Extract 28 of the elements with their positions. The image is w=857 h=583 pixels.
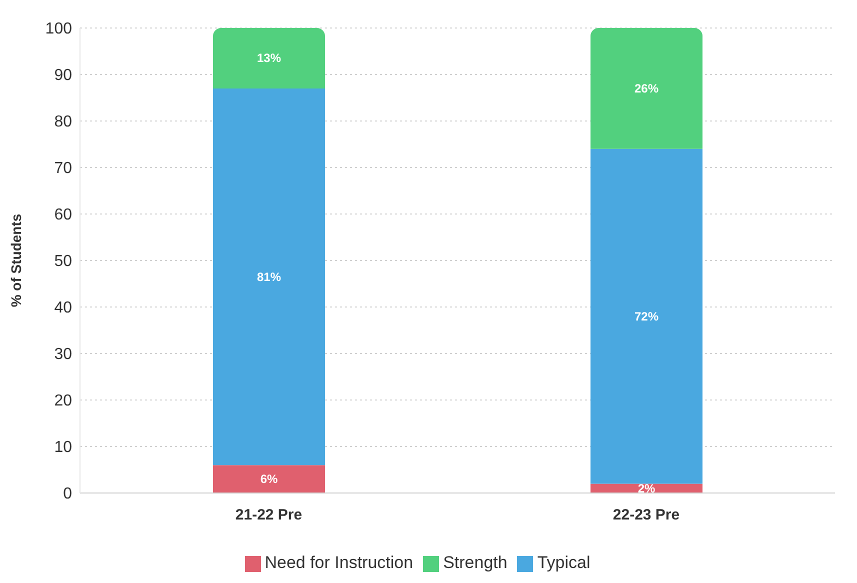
- y-tick-label: 90: [54, 67, 72, 84]
- bar: [213, 88, 325, 466]
- y-tick-label: 60: [54, 206, 72, 224]
- x-tick-label: 22-23 Pre: [612, 506, 680, 524]
- legend-label: Typical: [537, 553, 590, 572]
- y-tick-label: 50: [54, 253, 72, 270]
- data-label: 81%: [256, 270, 282, 284]
- data-label: 2%: [638, 481, 656, 496]
- y-tick-label: 40: [54, 300, 72, 317]
- bar: [213, 28, 325, 88]
- y-tick-label: 10: [54, 439, 72, 456]
- y-tick-label: 80: [54, 114, 72, 131]
- y-tick-label: 0: [63, 486, 72, 503]
- data-label: 26%: [634, 81, 659, 96]
- y-tick-label: 20: [54, 392, 72, 410]
- data-label: 6%: [260, 472, 278, 486]
- y-axis-title: % of Students: [8, 214, 24, 308]
- legend-label: Strength: [443, 553, 508, 572]
- bar: [590, 28, 702, 149]
- bar: [590, 148, 702, 484]
- y-tick-label: 100: [45, 20, 72, 38]
- y-tick-label: 30: [54, 346, 72, 364]
- data-label: 13%: [256, 51, 282, 66]
- x-tick-label: 21-22 Pre: [235, 506, 302, 524]
- legend-label: Need for Instruction: [264, 553, 414, 572]
- data-label: 72%: [634, 309, 659, 324]
- bar: [213, 465, 325, 493]
- y-tick-label: 70: [54, 160, 72, 178]
